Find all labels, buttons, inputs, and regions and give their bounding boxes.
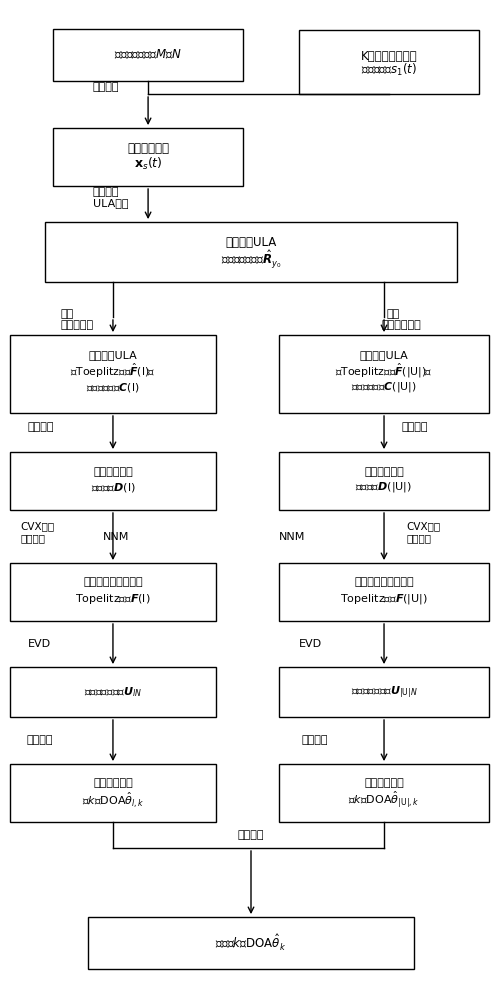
Text: 的Toeplitz矩阵$\hat{\boldsymbol{F}}$(|U|)和: 的Toeplitz矩阵$\hat{\boldsymbol{F}}$(|U|)和 bbox=[335, 362, 432, 380]
Text: NNM: NNM bbox=[103, 532, 129, 542]
Bar bbox=[10, 452, 215, 510]
Text: K个相干信源发射: K个相干信源发射 bbox=[360, 49, 416, 62]
Bar bbox=[298, 30, 478, 94]
Bar bbox=[278, 452, 488, 510]
Text: 谱峰搜索: 谱峰搜索 bbox=[301, 736, 327, 746]
Text: 去噪操作: 去噪操作 bbox=[28, 422, 54, 432]
Bar bbox=[10, 667, 215, 717]
Text: 配置内插: 配置内插 bbox=[93, 187, 119, 197]
Text: 重构具有完整元素的: 重构具有完整元素的 bbox=[83, 577, 142, 587]
Text: 二值标识矩阵$\boldsymbol{C}$(|U|): 二值标识矩阵$\boldsymbol{C}$(|U|) bbox=[351, 380, 416, 394]
Text: CVX凸优: CVX凸优 bbox=[20, 521, 54, 531]
Text: 采样协方差矩阵$\hat{\boldsymbol{R}}_{y_0}$: 采样协方差矩阵$\hat{\boldsymbol{R}}_{y_0}$ bbox=[220, 248, 281, 270]
Text: 得到噪声子空间$\boldsymbol{U}_{|\text{U}|N}$: 得到噪声子空间$\boldsymbol{U}_{|\text{U}|N}$ bbox=[350, 684, 417, 700]
Text: 的Toeplitz矩阵$\hat{\boldsymbol{F}}$(l)和: 的Toeplitz矩阵$\hat{\boldsymbol{F}}$(l)和 bbox=[70, 362, 155, 380]
Bar bbox=[88, 917, 413, 969]
Bar bbox=[45, 222, 456, 282]
Bar bbox=[278, 667, 488, 717]
Text: 构造去噪二值: 构造去噪二值 bbox=[93, 467, 133, 477]
Text: 取出: 取出 bbox=[60, 309, 73, 319]
Text: 去噪操作: 去噪操作 bbox=[401, 422, 427, 432]
Text: Topelitz矩阵$\boldsymbol{F}$(l): Topelitz矩阵$\boldsymbol{F}$(l) bbox=[75, 592, 150, 606]
Text: 构造去噪二值: 构造去噪二值 bbox=[363, 467, 403, 477]
Bar bbox=[10, 563, 215, 621]
Text: EVD: EVD bbox=[28, 639, 51, 649]
Text: 重构具有完整元素的: 重构具有完整元素的 bbox=[354, 577, 413, 587]
Text: $\mathbf{x}_s(t)$: $\mathbf{x}_s(t)$ bbox=[133, 156, 162, 172]
Bar bbox=[278, 335, 488, 413]
Bar bbox=[10, 335, 215, 413]
Text: 化工具包: 化工具包 bbox=[20, 534, 45, 544]
Text: 第一行元素: 第一行元素 bbox=[60, 320, 93, 330]
Text: 平均操作: 平均操作 bbox=[237, 830, 264, 840]
Bar bbox=[10, 764, 215, 822]
Text: 化工具包: 化工具包 bbox=[406, 534, 431, 544]
Text: 标识矩阵$\boldsymbol{D}$(|U|): 标识矩阵$\boldsymbol{D}$(|U|) bbox=[355, 480, 412, 494]
Text: 得到第$k$个DOA$\hat{\theta}_k$: 得到第$k$个DOA$\hat{\theta}_k$ bbox=[215, 933, 286, 953]
Text: 输出相干信源: 输出相干信源 bbox=[93, 778, 133, 788]
Text: 获取接收信号: 获取接收信号 bbox=[127, 142, 169, 155]
Text: 标识矩阵$\boldsymbol{D}$(l): 标识矩阵$\boldsymbol{D}$(l) bbox=[91, 481, 135, 493]
Text: 谱峰搜索: 谱峰搜索 bbox=[26, 736, 53, 746]
Text: 电磁波信号$s_1(t)$: 电磁波信号$s_1(t)$ bbox=[360, 62, 416, 78]
Bar bbox=[53, 128, 243, 186]
Text: 计算内插ULA: 计算内插ULA bbox=[88, 350, 137, 360]
Bar bbox=[278, 563, 488, 621]
Text: 输出相干信源: 输出相干信源 bbox=[363, 778, 403, 788]
Text: ULA参数: ULA参数 bbox=[93, 198, 128, 208]
Text: 最后一行元素: 最后一行元素 bbox=[381, 320, 420, 330]
Text: 第$k$个DOA$\hat{\theta}_{|\text{U}|,k}$: 第$k$个DOA$\hat{\theta}_{|\text{U}|,k}$ bbox=[348, 790, 419, 810]
Text: 二值标识矩阵$\boldsymbol{C}$(l): 二值标识矩阵$\boldsymbol{C}$(l) bbox=[86, 380, 139, 393]
Bar bbox=[278, 764, 488, 822]
Text: 取出: 取出 bbox=[386, 309, 399, 319]
Text: 阵列接收: 阵列接收 bbox=[93, 83, 119, 93]
Bar bbox=[53, 29, 243, 81]
Text: EVD: EVD bbox=[298, 639, 321, 649]
Text: CVX凸优: CVX凸优 bbox=[406, 521, 440, 531]
Text: 计算内插ULA: 计算内插ULA bbox=[225, 236, 276, 249]
Text: NNM: NNM bbox=[279, 532, 305, 542]
Text: 计算内插ULA: 计算内插ULA bbox=[359, 350, 408, 360]
Text: 配置互质阵参数$M$和$N$: 配置互质阵参数$M$和$N$ bbox=[114, 48, 182, 62]
Text: Topelitz矩阵$\boldsymbol{F}$(|U|): Topelitz矩阵$\boldsymbol{F}$(|U|) bbox=[339, 592, 427, 606]
Text: 得到噪声子空间$\boldsymbol{U}_{lN}$: 得到噪声子空间$\boldsymbol{U}_{lN}$ bbox=[84, 685, 142, 699]
Text: 第$k$个DOA$\hat{\theta}_{l,k}$: 第$k$个DOA$\hat{\theta}_{l,k}$ bbox=[82, 790, 144, 810]
